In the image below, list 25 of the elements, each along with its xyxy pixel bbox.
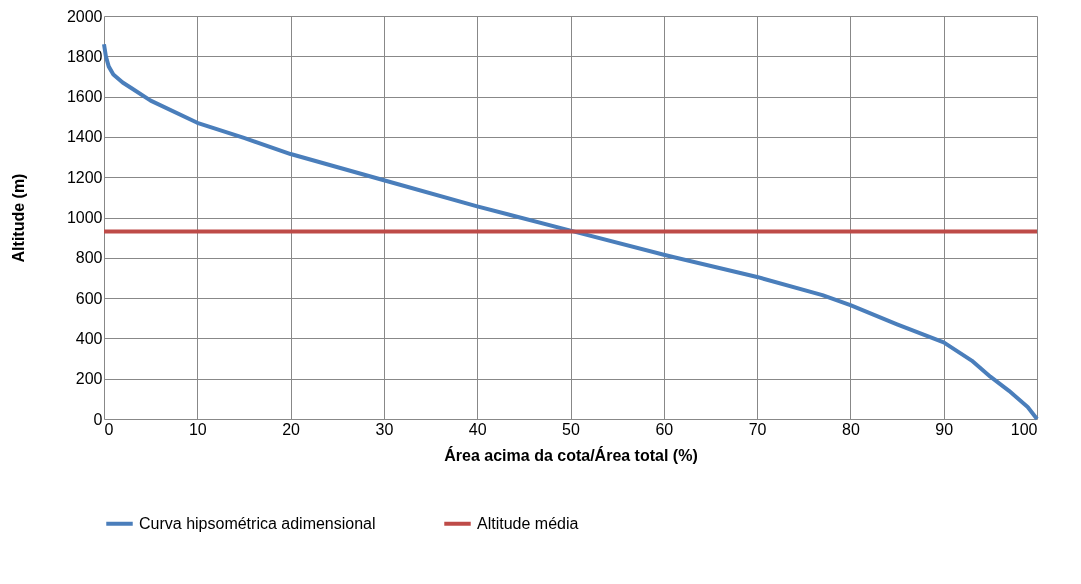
- legend-label: Curva hipsométrica adimensional: [139, 514, 376, 532]
- x-tick-label: 70: [748, 420, 767, 438]
- y-tick-label: 600: [75, 289, 103, 307]
- x-tick-label: 90: [935, 420, 954, 438]
- y-tick-label: 1200: [66, 168, 103, 186]
- legend-label: Altitude média: [477, 514, 579, 532]
- y-tick-label: 2000: [66, 7, 103, 25]
- y-tick-label: 1000: [66, 209, 103, 226]
- x-tick-label: 100: [1010, 420, 1038, 438]
- x-axis-title: Área acima da cota/Área total (%): [444, 445, 698, 464]
- x-tick-label: 20: [282, 420, 301, 438]
- x-tick-label: 30: [375, 420, 394, 438]
- x-tick-label: 60: [655, 420, 674, 438]
- x-tick-label: 10: [188, 420, 207, 438]
- y-tick-label: 400: [75, 329, 103, 347]
- y-tick-label: 1800: [66, 47, 103, 65]
- y-axis-title: Altitude (m): [9, 173, 27, 263]
- x-tick-label: 40: [468, 420, 487, 438]
- x-tick-label: 0: [104, 420, 114, 438]
- y-tick-label: 800: [75, 249, 103, 267]
- x-tick-label: 50: [562, 420, 580, 438]
- y-tick-label: 200: [75, 370, 103, 388]
- y-tick-label: 1600: [66, 88, 103, 106]
- x-tick-label: 80: [842, 420, 860, 438]
- y-tick-label: 1400: [66, 128, 103, 146]
